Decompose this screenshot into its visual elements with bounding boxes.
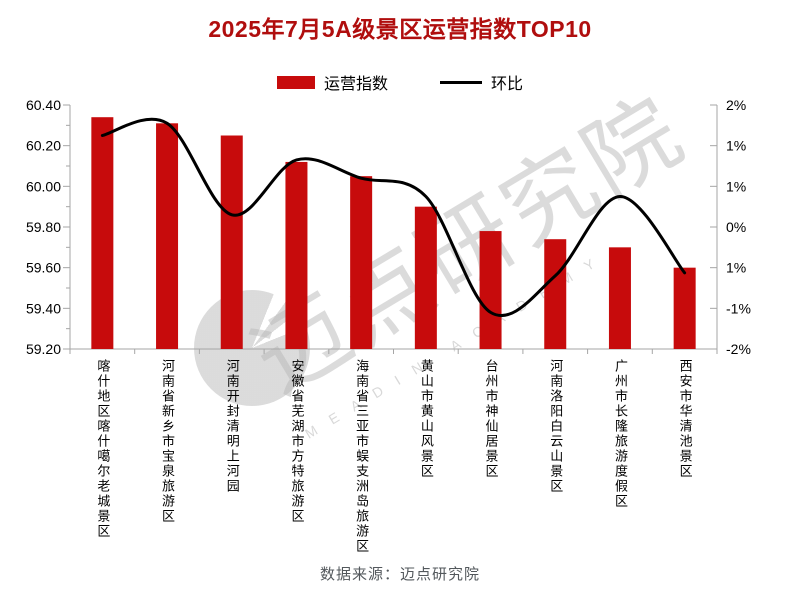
index-bar bbox=[285, 161, 308, 349]
index-bar bbox=[673, 267, 696, 349]
left-axis-tick-label: 59.80 bbox=[26, 219, 61, 235]
left-axis-tick-label: 60.20 bbox=[26, 138, 61, 154]
right-axis-tick-label: -1% bbox=[726, 300, 751, 316]
line-series-label: 环比 bbox=[491, 76, 524, 93]
right-axis-tick-label: 2% bbox=[726, 97, 746, 113]
left-axis-tick-label: 59.20 bbox=[26, 341, 61, 357]
index-bar bbox=[220, 135, 243, 349]
data-source: 数据来源：迈点研究院 bbox=[319, 566, 480, 583]
chart-title: 2025年7月5A级景区运营指数TOP10 bbox=[208, 16, 592, 42]
left-axis-tick-label: 60.40 bbox=[26, 97, 61, 113]
mom-change-line bbox=[100, 117, 687, 318]
legend-item-bar: 运营指数 bbox=[276, 70, 388, 94]
bar-series-label: 运营指数 bbox=[323, 76, 388, 93]
left-axis-tick-label: 60.00 bbox=[26, 178, 61, 194]
bar-series-swatch-icon bbox=[276, 75, 315, 89]
index-bar bbox=[156, 123, 179, 349]
right-axis-tick-label: 0% bbox=[726, 219, 746, 235]
index-bar bbox=[544, 239, 567, 349]
right-axis-tick-label: 1% bbox=[726, 260, 746, 276]
legend-item-line: 环比 bbox=[440, 70, 523, 94]
legend: 运营指数 环比 bbox=[0, 70, 800, 94]
left-axis-tick-label: 59.40 bbox=[26, 300, 61, 316]
right-axis-tick-label: 1% bbox=[726, 178, 746, 194]
index-bar bbox=[91, 117, 114, 349]
line-series-swatch-icon bbox=[440, 80, 482, 84]
index-bar bbox=[479, 231, 502, 349]
right-axis-tick-label: -2% bbox=[726, 341, 751, 357]
index-bar bbox=[608, 247, 631, 349]
index-bar bbox=[350, 176, 373, 349]
left-axis-tick-label: 59.60 bbox=[26, 260, 61, 276]
index-bar bbox=[414, 206, 437, 349]
right-axis-tick-label: 1% bbox=[726, 138, 746, 154]
